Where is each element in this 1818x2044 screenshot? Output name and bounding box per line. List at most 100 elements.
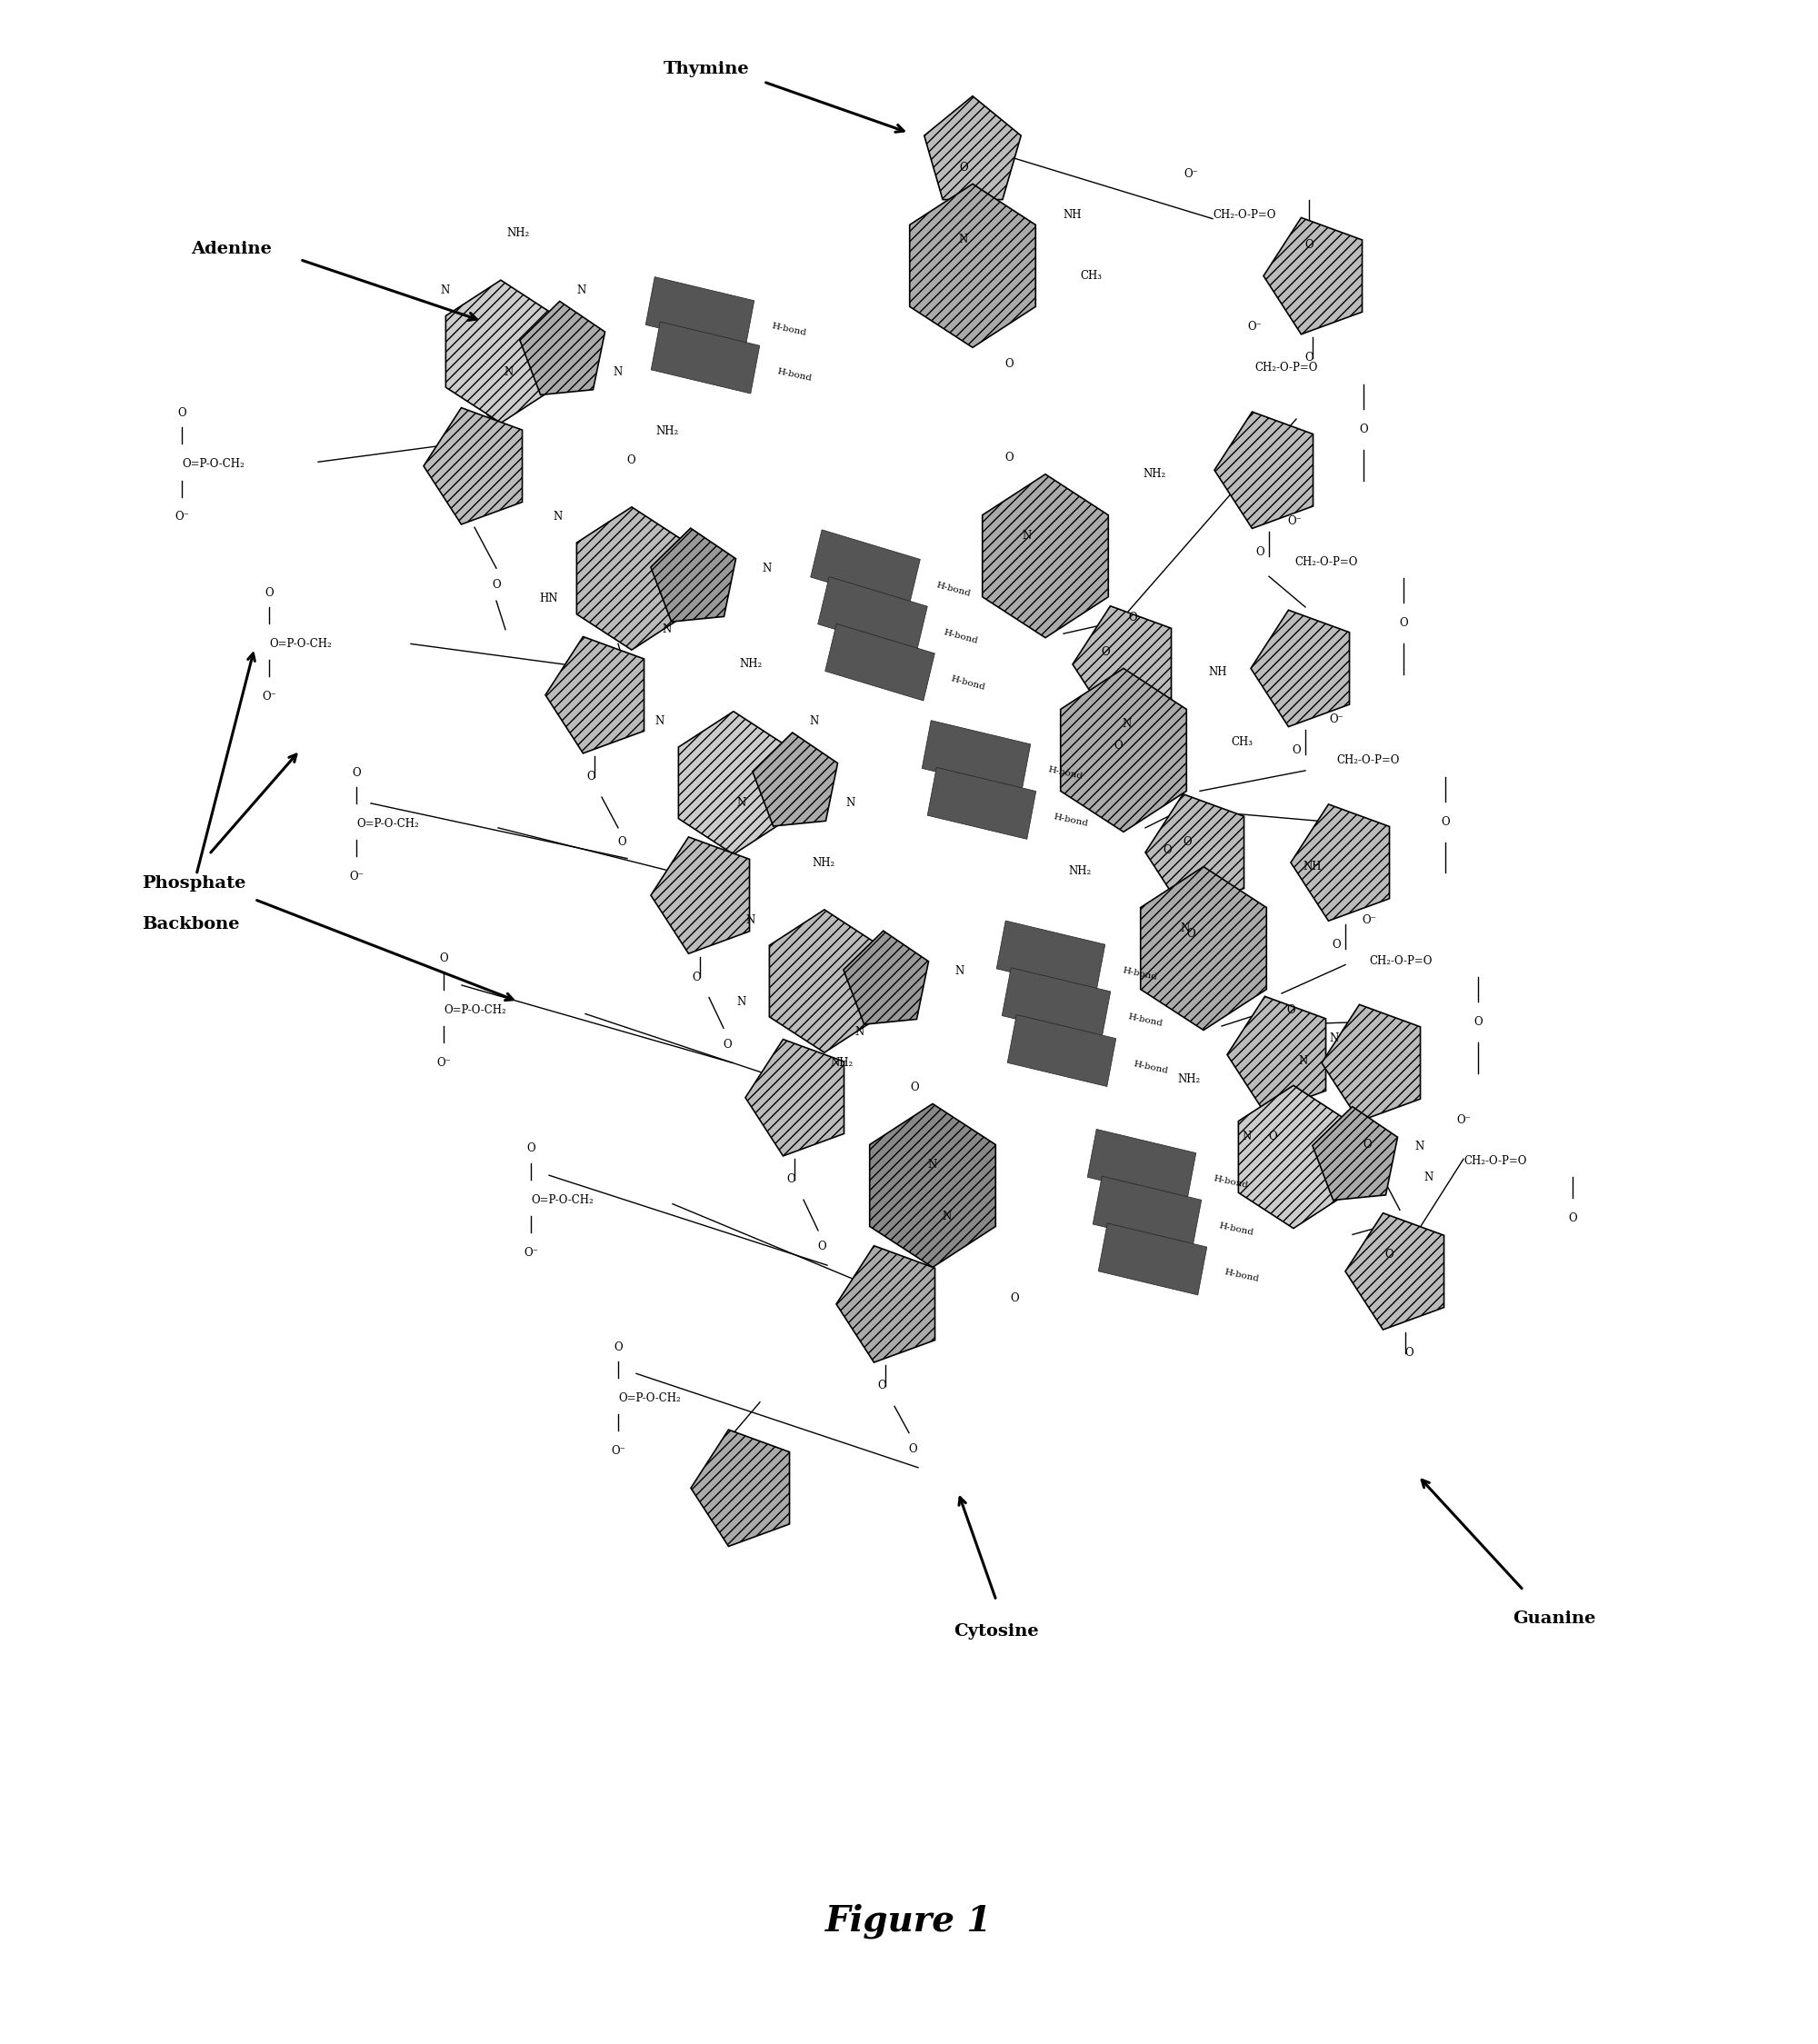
Text: O: O	[527, 1143, 534, 1155]
Text: N: N	[745, 914, 756, 926]
Polygon shape	[678, 711, 789, 854]
Text: N: N	[958, 233, 969, 245]
Text: O⁻: O⁻	[1184, 168, 1198, 180]
Text: O: O	[1474, 1016, 1482, 1028]
Text: NH₂: NH₂	[740, 658, 762, 670]
Text: O: O	[265, 587, 273, 599]
Text: N: N	[504, 366, 514, 378]
Text: H-bond: H-bond	[951, 675, 987, 693]
Text: N: N	[845, 797, 856, 809]
Text: O⁻: O⁻	[1329, 713, 1344, 726]
Text: O: O	[787, 1173, 794, 1186]
Polygon shape	[1140, 867, 1267, 1030]
Text: NH₂: NH₂	[1144, 468, 1165, 480]
Polygon shape	[1345, 1212, 1443, 1331]
Text: NH: NH	[1064, 208, 1082, 221]
Text: O⁻: O⁻	[349, 871, 364, 883]
Text: O: O	[1164, 844, 1171, 856]
Text: O: O	[1305, 352, 1313, 364]
Polygon shape	[1098, 1222, 1207, 1296]
Polygon shape	[1093, 1175, 1202, 1249]
Text: O: O	[1184, 836, 1191, 848]
Text: H-bond: H-bond	[1122, 967, 1158, 981]
Polygon shape	[869, 1104, 996, 1267]
Text: O=P-O-CH₂: O=P-O-CH₂	[531, 1194, 593, 1206]
Text: N: N	[1022, 529, 1033, 542]
Text: NH: NH	[1209, 666, 1227, 679]
Text: NH₂: NH₂	[1178, 1073, 1200, 1085]
Polygon shape	[818, 576, 927, 654]
Text: O: O	[1305, 239, 1313, 251]
Polygon shape	[1007, 1014, 1116, 1087]
Polygon shape	[651, 527, 736, 621]
Text: O⁻: O⁻	[611, 1445, 625, 1457]
Polygon shape	[924, 96, 1022, 200]
Text: O: O	[353, 766, 360, 779]
Polygon shape	[745, 1038, 844, 1157]
Text: N: N	[927, 1159, 938, 1171]
Text: N: N	[1242, 1130, 1253, 1143]
Polygon shape	[1145, 793, 1244, 912]
Text: H-bond: H-bond	[771, 323, 807, 337]
Text: O: O	[1442, 816, 1449, 828]
Text: N: N	[1414, 1141, 1425, 1153]
Text: NH: NH	[1304, 861, 1322, 873]
Text: N: N	[736, 797, 747, 809]
Polygon shape	[1060, 668, 1187, 832]
Text: O: O	[1360, 423, 1367, 435]
Text: CH₃: CH₃	[1231, 736, 1253, 748]
Polygon shape	[691, 1429, 789, 1547]
Polygon shape	[1313, 1106, 1398, 1200]
Text: N: N	[1329, 1032, 1340, 1044]
Text: H-bond: H-bond	[1053, 814, 1089, 828]
Text: H-bond: H-bond	[944, 628, 980, 646]
Text: O: O	[1364, 1139, 1371, 1151]
Text: N: N	[809, 715, 820, 728]
Text: O: O	[1114, 740, 1122, 752]
Polygon shape	[1322, 1004, 1420, 1122]
Polygon shape	[927, 766, 1036, 840]
Text: N: N	[613, 366, 624, 378]
Text: Guanine: Guanine	[1513, 1611, 1596, 1627]
Polygon shape	[769, 910, 880, 1053]
Text: O: O	[878, 1380, 885, 1392]
Polygon shape	[844, 930, 929, 1024]
Text: H-bond: H-bond	[1224, 1269, 1260, 1284]
Text: N: N	[854, 1026, 865, 1038]
Text: CH₂-O-P=O: CH₂-O-P=O	[1254, 362, 1318, 374]
Polygon shape	[1087, 1128, 1196, 1202]
Text: O⁻: O⁻	[1247, 321, 1262, 333]
Text: O: O	[1187, 928, 1194, 940]
Text: N: N	[654, 715, 665, 728]
Text: N: N	[736, 995, 747, 1008]
Text: O: O	[724, 1038, 731, 1051]
Text: CH₂-O-P=O: CH₂-O-P=O	[1463, 1155, 1527, 1167]
Text: NH₂: NH₂	[507, 227, 529, 239]
Polygon shape	[1251, 609, 1349, 728]
Text: O: O	[1005, 452, 1013, 464]
Polygon shape	[811, 529, 920, 607]
Polygon shape	[651, 321, 760, 394]
Text: N: N	[576, 284, 587, 296]
Text: CH₃: CH₃	[1080, 270, 1102, 282]
Text: O: O	[1405, 1347, 1413, 1359]
Text: O: O	[627, 454, 634, 466]
Text: N: N	[1423, 1171, 1434, 1183]
Text: O: O	[818, 1241, 825, 1253]
Text: O: O	[178, 407, 185, 419]
Text: O⁻: O⁻	[1456, 1114, 1471, 1126]
Polygon shape	[1002, 967, 1111, 1040]
Polygon shape	[1264, 217, 1362, 335]
Text: NH₂: NH₂	[1069, 865, 1091, 877]
Text: O=P-O-CH₂: O=P-O-CH₂	[618, 1392, 680, 1404]
Text: CH₂-O-P=O: CH₂-O-P=O	[1213, 208, 1276, 221]
Text: NH₂: NH₂	[656, 425, 678, 437]
Text: Figure 1: Figure 1	[825, 1903, 993, 1940]
Text: Phosphate: Phosphate	[142, 875, 245, 891]
Polygon shape	[1238, 1085, 1349, 1228]
Text: CH₂-O-P=O: CH₂-O-P=O	[1369, 955, 1433, 967]
Text: O: O	[1256, 546, 1264, 558]
Text: O: O	[1005, 358, 1013, 370]
Text: O=P-O-CH₂: O=P-O-CH₂	[182, 458, 244, 470]
Text: O: O	[1333, 938, 1340, 950]
